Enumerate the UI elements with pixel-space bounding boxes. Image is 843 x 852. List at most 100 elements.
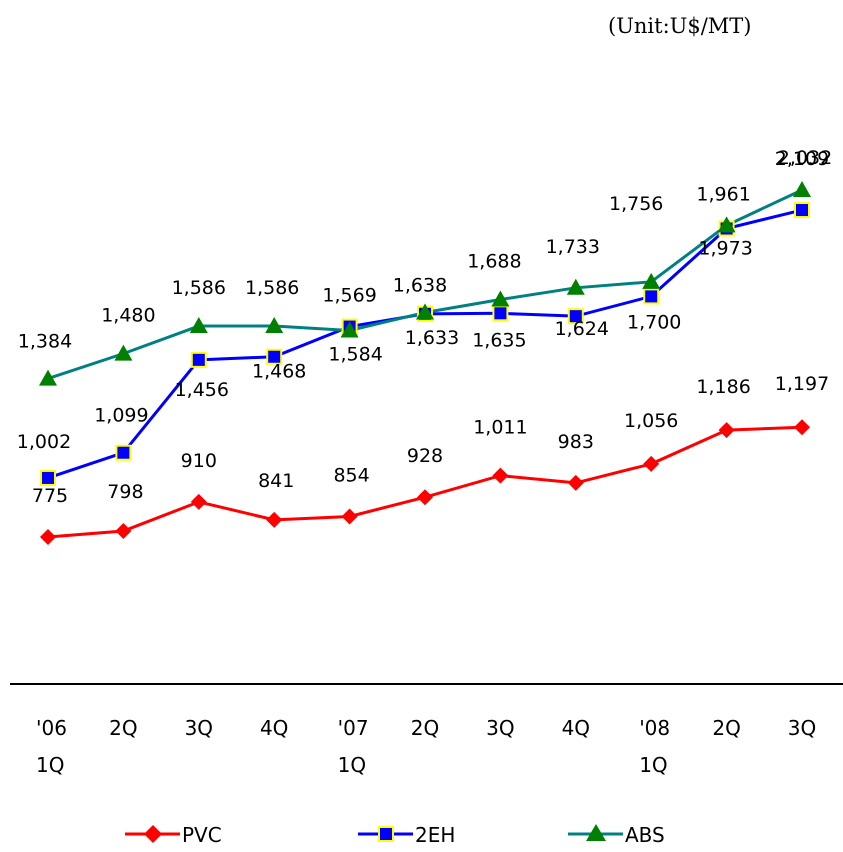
x-tick-label-4: '07 1Q <box>338 716 369 777</box>
x-tick-label-2: 3Q <box>185 716 213 740</box>
data-label-pvc-10: 1,197 <box>775 373 829 395</box>
point-2eh-2 <box>190 351 207 368</box>
point-abs-1 <box>114 344 133 361</box>
data-label-abs-5: 1,638 <box>393 275 447 297</box>
data-label-abs-6: 1,688 <box>467 251 521 273</box>
svg-text:3Q: 3Q <box>185 716 213 740</box>
svg-text:2Q: 2Q <box>712 716 740 740</box>
point-2eh-7 <box>567 308 584 325</box>
data-label-2eh-4: 1,584 <box>328 344 382 366</box>
data-label-2eh-9: 1,961 <box>696 183 750 205</box>
svg-text:1Q: 1Q <box>639 753 667 777</box>
svg-text:'06: '06 <box>36 716 67 740</box>
x-tick-label-3: 4Q <box>260 716 288 740</box>
point-2eh-6 <box>492 305 509 322</box>
point-abs-4 <box>340 321 359 338</box>
data-label-abs-8: 1,756 <box>609 193 663 215</box>
data-label-2eh-8: 1,700 <box>627 311 681 333</box>
point-pvc-8 <box>643 455 660 472</box>
data-label-2eh-6: 1,635 <box>472 329 526 351</box>
x-tick-labels: '06 1Q 2Q 3Q 4Q '07 1Q 2Q 3Q 4Q '08 1Q 2Q 3Q <box>36 716 816 777</box>
data-label-abs-9: 1,973 <box>698 237 752 259</box>
point-abs-5 <box>416 303 434 320</box>
data-label-2eh-3: 1,468 <box>252 361 306 383</box>
point-2eh-10 <box>794 202 810 219</box>
data-label-pvc-8: 1,056 <box>624 410 678 432</box>
data-label-pvc-4: 854 <box>333 464 369 486</box>
svg-text:4Q: 4Q <box>562 716 590 740</box>
point-pvc-5 <box>417 489 433 506</box>
point-pvc-10 <box>794 419 810 436</box>
svg-text:1Q: 1Q <box>36 753 64 777</box>
legend-label-2eh: 2EH <box>415 823 455 847</box>
x-tick-label-6: 3Q <box>486 716 514 740</box>
data-label-pvc-3: 841 <box>258 470 294 492</box>
point-abs-3 <box>265 317 284 334</box>
data-label-abs-7: 1,733 <box>546 236 600 258</box>
svg-text:'08: '08 <box>639 716 670 740</box>
point-abs-7 <box>566 278 585 295</box>
unit-label: (Unit:U$/MT) <box>608 14 752 38</box>
series-lines <box>47 188 803 539</box>
svg-text:1Q: 1Q <box>338 753 366 777</box>
data-label-2eh-0: 1,002 <box>17 431 71 453</box>
data-label-abs-1: 1,480 <box>101 305 155 327</box>
legend: PVC 2EH ABS <box>125 823 665 847</box>
point-2eh-8 <box>643 288 660 305</box>
x-tick-label-8: '08 1Q <box>639 716 670 777</box>
legend-item-2eh: 2EH <box>358 823 455 847</box>
point-abs-2 <box>189 317 208 334</box>
data-label-2eh-10: 2,032 <box>778 147 832 169</box>
x-tick-label-5: 2Q <box>411 716 439 740</box>
point-abs-0 <box>39 369 57 386</box>
legend-item-pvc: PVC <box>125 823 222 847</box>
point-pvc-4 <box>341 508 358 525</box>
svg-text:3Q: 3Q <box>486 716 514 740</box>
data-label-abs-4: 1,569 <box>322 284 376 306</box>
x-tick-label-1: 2Q <box>109 716 137 740</box>
series-line-pvc <box>47 425 803 539</box>
legend-item-abs: ABS <box>568 823 665 847</box>
data-label-2eh-5: 1,633 <box>405 327 459 349</box>
point-abs-9 <box>717 216 736 233</box>
data-label-pvc-2: 910 <box>181 450 217 472</box>
data-label-2eh-1: 1,099 <box>94 405 148 427</box>
x-tick-label-10: 3Q <box>788 716 816 740</box>
x-tick-label-0: '06 1Q <box>36 716 67 777</box>
data-label-pvc-6: 1,011 <box>473 417 527 439</box>
data-label-2eh-7: 1,624 <box>555 318 609 340</box>
data-label-abs-10: 2,109 <box>775 148 829 170</box>
point-abs-6 <box>491 290 510 307</box>
point-pvc-1 <box>115 523 132 540</box>
point-pvc-7 <box>567 474 584 491</box>
svg-text:4Q: 4Q <box>260 716 288 740</box>
legend-label-abs: ABS <box>625 823 665 847</box>
data-label-abs-2: 1,586 <box>172 277 226 299</box>
point-pvc-9 <box>718 422 735 439</box>
data-labels: 775 798 910 841 854 928 1,011 983 1,056 1,186 1,19… <box>17 147 832 507</box>
data-label-pvc-1: 798 <box>107 481 143 503</box>
data-label-abs-3: 1,586 <box>245 277 299 299</box>
point-abs-10 <box>793 181 811 197</box>
point-2eh-3 <box>266 348 283 365</box>
data-label-abs-0: 1,384 <box>18 331 72 353</box>
svg-text:2Q: 2Q <box>411 716 439 740</box>
data-label-pvc-9: 1,186 <box>696 376 750 398</box>
svg-text:3Q: 3Q <box>788 716 816 740</box>
svg-text:'07: '07 <box>338 716 369 740</box>
data-label-pvc-7: 983 <box>558 431 594 453</box>
point-pvc-0 <box>40 529 56 545</box>
point-2eh-0 <box>40 469 56 486</box>
point-pvc-2 <box>190 493 207 510</box>
legend-label-pvc: PVC <box>182 823 222 847</box>
x-tick-label-9: 2Q <box>712 716 740 740</box>
point-2eh-1 <box>115 444 132 461</box>
point-pvc-3 <box>266 511 283 528</box>
svg-text:2Q: 2Q <box>109 716 137 740</box>
point-abs-8 <box>642 272 661 289</box>
data-label-2eh-2: 1,456 <box>175 379 229 401</box>
x-tick-label-7: 4Q <box>562 716 590 740</box>
point-pvc-6 <box>492 467 509 484</box>
data-label-pvc-5: 928 <box>407 445 443 467</box>
